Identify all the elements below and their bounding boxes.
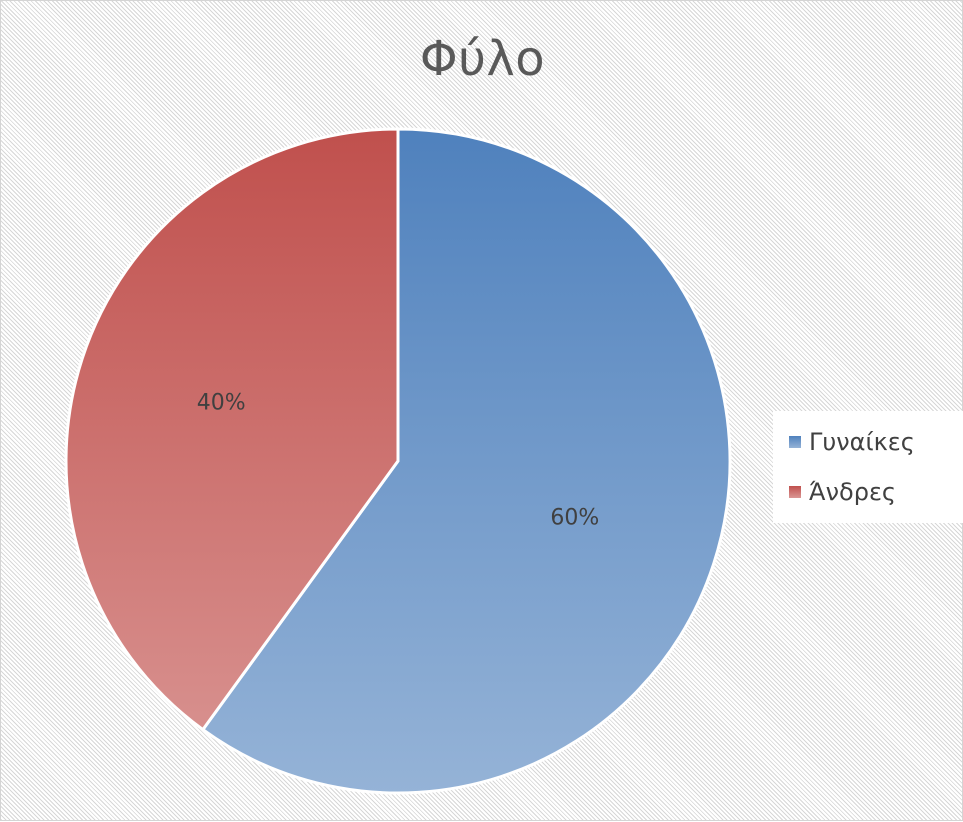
chart-title: Φύλο — [419, 31, 546, 87]
legend-item-men: Άνδρες — [781, 467, 963, 517]
pie-slice-women — [201, 127, 732, 795]
legend: Γυναίκες Άνδρες — [773, 411, 963, 523]
data-label-women: 60% — [550, 505, 599, 530]
legend-swatch-women — [789, 436, 801, 448]
legend-label-men: Άνδρες — [809, 478, 896, 506]
pie-slice-men — [64, 127, 400, 732]
legend-item-women: Γυναίκες — [781, 417, 963, 467]
data-label-men: 40% — [197, 391, 246, 416]
legend-swatch-men — [789, 486, 801, 498]
legend-label-women: Γυναίκες — [809, 428, 915, 456]
